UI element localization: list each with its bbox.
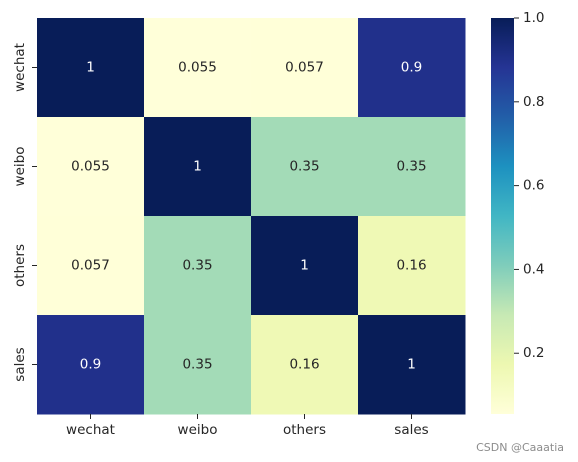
heatmap-cell <box>251 18 359 118</box>
cell-value-label: 0.057 <box>285 60 324 76</box>
colorbar-tick-label: 0.2 <box>523 345 544 361</box>
colorbar-tick-label: 1.0 <box>523 10 544 26</box>
heatmap-cell <box>251 216 359 316</box>
cell-value-label: 0.35 <box>396 159 426 175</box>
colorbar-tick-label: 0.8 <box>523 94 544 110</box>
colorbar-tick-label: 0.6 <box>523 178 544 194</box>
cell-value-label: 1 <box>193 159 202 175</box>
x-tick-label: weibo <box>178 422 218 438</box>
heatmap-cell <box>251 117 359 217</box>
cell-value-label: 0.16 <box>396 258 426 274</box>
y-tick-label: weibo <box>12 147 28 187</box>
cell-value-label: 1 <box>300 258 309 274</box>
heatmap-cell <box>144 216 252 316</box>
heatmap-cell <box>37 117 145 217</box>
heatmap-cell-labels: 1 0.055 0.057 0.9 0.055 1 0.35 0.35 0.057 0.35 1 0.… <box>71 60 426 373</box>
y-tick-label: others <box>12 244 28 287</box>
y-tick-label: wechat <box>12 43 28 92</box>
cell-value-label: 0.055 <box>71 159 110 175</box>
heatmap-cells <box>37 18 466 415</box>
cell-value-label: 0.055 <box>178 60 217 76</box>
cell-value-label: 0.9 <box>80 357 101 373</box>
colorbar <box>491 18 514 414</box>
heatmap-cell <box>358 117 466 217</box>
heatmap-cell <box>144 117 252 217</box>
watermark: CSDN @Caaatia <box>476 441 564 454</box>
heatmap-cell <box>37 315 145 415</box>
x-tick-label: wechat <box>66 422 115 438</box>
y-axis: wechat weibo others sales <box>12 43 37 382</box>
x-tick-label: others <box>283 422 326 438</box>
cell-value-label: 0.35 <box>182 357 212 373</box>
heatmap-cell <box>251 315 359 415</box>
x-axis: wechat weibo others sales <box>66 414 429 438</box>
cell-value-label: 1 <box>407 357 416 373</box>
x-tick-label: sales <box>394 422 428 438</box>
heatmap-cell <box>358 18 466 118</box>
cell-value-label: 1 <box>86 60 95 76</box>
heatmap-cell <box>144 315 252 415</box>
y-tick-label: sales <box>12 347 28 381</box>
heatmap-cell <box>37 216 145 316</box>
heatmap-cell <box>144 18 252 118</box>
colorbar-tick-label: 0.4 <box>523 261 544 277</box>
cell-value-label: 0.9 <box>401 60 422 76</box>
cell-value-label: 0.16 <box>289 357 319 373</box>
cell-value-label: 0.35 <box>182 258 212 274</box>
heatmap-cell <box>358 315 466 415</box>
cell-value-label: 0.057 <box>71 258 110 274</box>
colorbar-ticks: 0.2 0.4 0.6 0.8 1.0 <box>514 10 544 361</box>
heatmap-cell <box>37 18 145 118</box>
heatmap-cell <box>358 216 466 316</box>
cell-value-label: 0.35 <box>289 159 319 175</box>
